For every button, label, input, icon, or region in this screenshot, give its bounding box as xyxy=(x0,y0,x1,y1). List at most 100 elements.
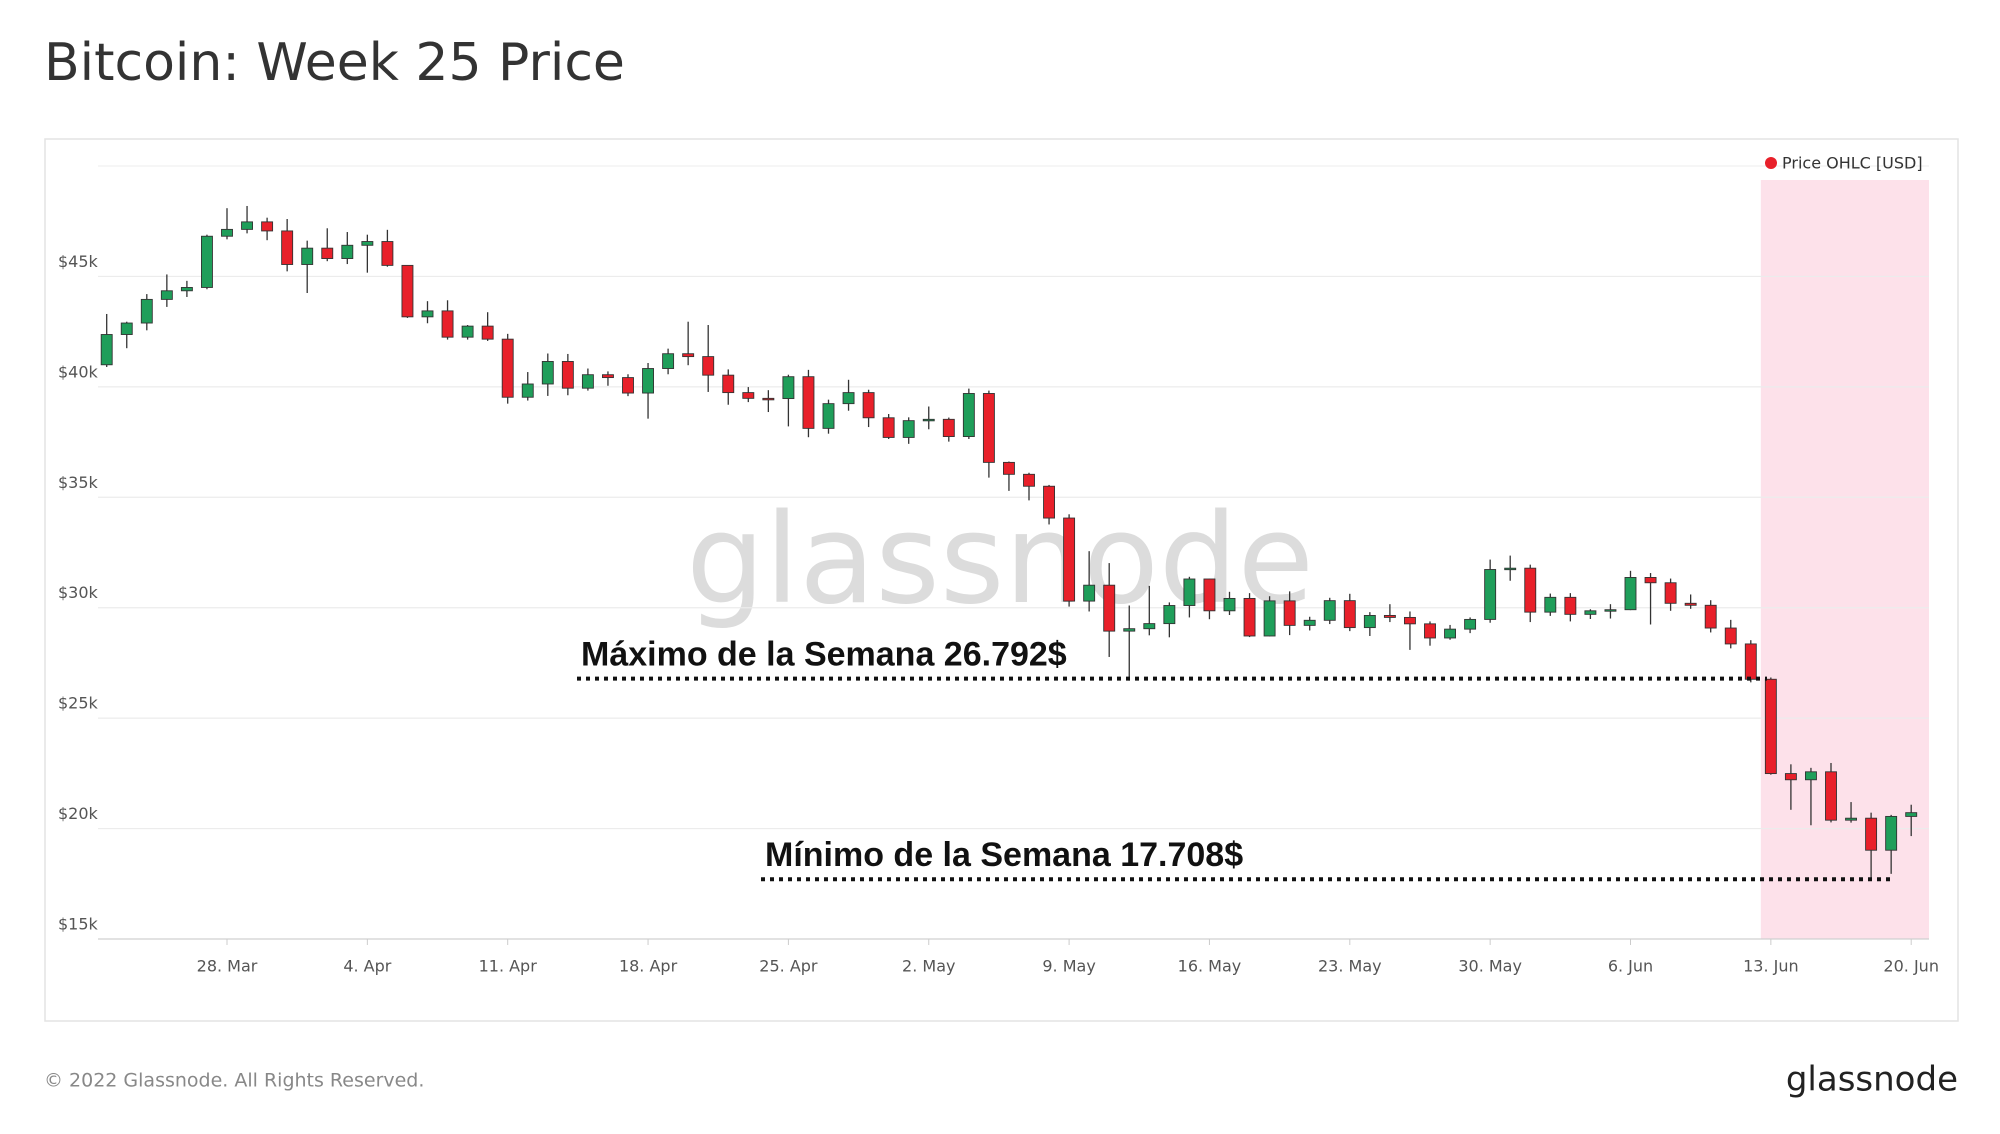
candle-body xyxy=(1484,569,1497,620)
candle-body xyxy=(1083,584,1096,602)
candle-body xyxy=(762,397,775,401)
candle-body xyxy=(281,230,294,265)
candle-body xyxy=(1003,461,1015,475)
candle-body xyxy=(521,383,534,398)
candle-body xyxy=(1263,600,1276,637)
chart-frame xyxy=(44,138,1959,1022)
candle-body xyxy=(1784,773,1797,781)
candle-body xyxy=(1544,596,1557,613)
candle-body xyxy=(1624,577,1637,611)
candle-body xyxy=(361,241,374,246)
candle-body xyxy=(461,325,474,338)
annotation-label: Máximo de la Semana 26.792$ xyxy=(581,636,1067,674)
x-tick-label: 25. Apr xyxy=(759,957,818,976)
candle-body xyxy=(1143,623,1156,630)
candle-body xyxy=(1403,616,1416,625)
candle-body xyxy=(822,403,835,429)
candle-body xyxy=(581,374,594,389)
x-tick-label: 11. Apr xyxy=(479,957,538,976)
candle-body xyxy=(1424,623,1436,639)
candle-body xyxy=(1804,771,1817,781)
candle-body xyxy=(321,247,334,259)
candle-body xyxy=(200,235,213,288)
y-tick-label: $40k xyxy=(58,362,99,381)
candle-body xyxy=(341,244,354,259)
y-tick-label: $45k xyxy=(58,252,99,271)
candle-body xyxy=(100,334,113,366)
y-tick-label: $25k xyxy=(58,694,99,713)
candle-body xyxy=(1303,619,1316,626)
candle-body xyxy=(922,418,935,422)
candle-body xyxy=(381,241,394,266)
x-tick-label: 6. Jun xyxy=(1608,957,1653,976)
candle-body xyxy=(1604,609,1617,612)
candle-body xyxy=(561,361,574,389)
candle-body xyxy=(642,368,654,394)
candle-body xyxy=(481,325,494,340)
candle-body xyxy=(602,374,614,379)
candle-body xyxy=(862,392,875,419)
x-tick-label: 2. May xyxy=(902,957,955,976)
y-tick-label: $30k xyxy=(58,583,99,602)
candle-body xyxy=(1524,567,1537,613)
legend-marker xyxy=(1765,157,1777,169)
annotation-label: Mínimo de la Semana 17.708$ xyxy=(765,836,1243,874)
candle-body xyxy=(722,374,735,394)
copyright: © 2022 Glassnode. All Rights Reserved. xyxy=(44,1070,424,1092)
candle-body xyxy=(541,361,554,385)
y-tick-label: $15k xyxy=(58,915,99,934)
candle-body xyxy=(1063,517,1076,602)
candle-body xyxy=(942,418,955,438)
candle-body xyxy=(622,377,634,394)
candle-body xyxy=(1283,600,1296,626)
candle-body xyxy=(982,393,995,463)
candle-body xyxy=(802,376,815,429)
candle-body xyxy=(441,310,454,338)
candle-body xyxy=(1825,771,1837,821)
candle-body xyxy=(120,322,133,335)
y-tick-label: $35k xyxy=(58,473,99,492)
candle-body xyxy=(261,221,274,232)
candle-body xyxy=(1383,614,1396,618)
candle-body xyxy=(882,417,895,438)
candle-body xyxy=(702,356,715,376)
candle-body xyxy=(1744,643,1757,680)
candle-body xyxy=(1363,614,1376,629)
candle-body xyxy=(401,264,414,318)
candle-body xyxy=(1885,815,1898,851)
candle-body xyxy=(1764,678,1777,775)
x-tick-label: 4. Apr xyxy=(343,957,391,976)
candle-body xyxy=(1023,473,1035,487)
candle-body xyxy=(782,376,795,400)
candle-body xyxy=(1644,577,1657,584)
watermark: glassnode xyxy=(686,488,1314,632)
candle-body xyxy=(140,298,153,324)
candle-body xyxy=(1905,812,1918,817)
x-tick-label: 13. Jun xyxy=(1743,957,1799,976)
candle-body xyxy=(1043,485,1056,519)
candle-body xyxy=(1223,597,1236,612)
x-tick-label: 16. May xyxy=(1178,957,1242,976)
candle-body xyxy=(501,338,514,398)
x-tick-label: 20. Jun xyxy=(1883,957,1939,976)
candle-body xyxy=(742,392,755,399)
candle-body xyxy=(1203,578,1216,612)
candle-body xyxy=(221,228,233,237)
candle-body xyxy=(662,353,675,369)
highlight-region xyxy=(1760,180,1929,939)
candle-body xyxy=(1103,584,1116,632)
candle-body xyxy=(301,247,314,265)
candle-body xyxy=(1584,610,1597,615)
candle-body xyxy=(1183,578,1196,606)
candle-body xyxy=(160,290,173,300)
candle-body xyxy=(1123,628,1136,632)
candle-body xyxy=(962,393,975,437)
candle-body xyxy=(1704,604,1717,629)
candle-body xyxy=(842,392,855,405)
x-tick-label: 18. Apr xyxy=(619,957,678,976)
x-tick-label: 23. May xyxy=(1318,957,1382,976)
candle-body xyxy=(180,287,193,292)
y-tick-label: $20k xyxy=(58,804,99,823)
